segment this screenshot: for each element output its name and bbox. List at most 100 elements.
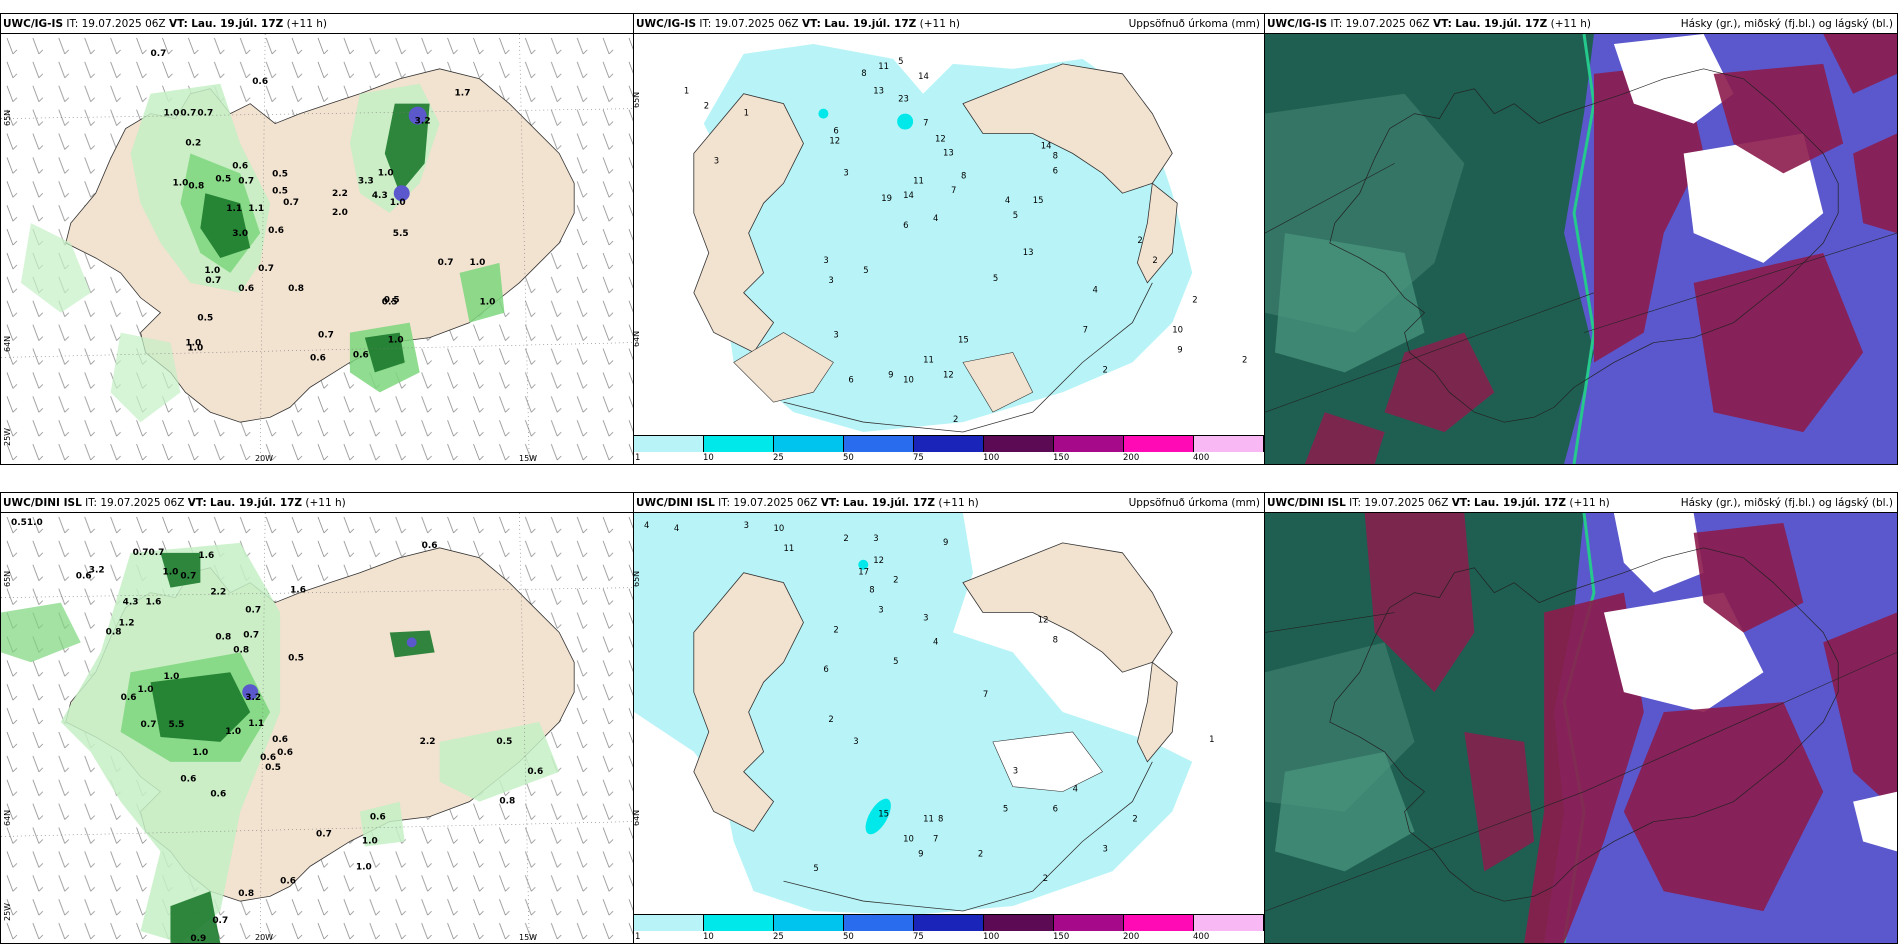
legend-tick: 150: [1053, 453, 1070, 463]
map-canvas: 0.5 1.0 0.7 0.7 1.6 0.6 3.2 1.0 0.6 0.7 …: [1, 513, 633, 943]
it-value: 19.07.2025 06Z: [100, 497, 185, 509]
value-label: 0.6: [272, 735, 288, 745]
legend-swatches: [634, 436, 1264, 452]
value-label: 0.7: [438, 258, 454, 268]
value-label: 2: [704, 101, 709, 111]
value-label: 0.5: [197, 314, 213, 324]
value-label: 7: [933, 833, 938, 843]
value-label: 0.6: [252, 77, 268, 87]
value-label: 1.0: [225, 727, 241, 737]
vt-value: Lau. 19.júl. 17Z: [210, 497, 303, 509]
value-label: 8: [1053, 634, 1058, 644]
value-label: 7: [923, 118, 928, 128]
value-label: 0.8: [233, 645, 249, 655]
value-label: 2: [978, 848, 983, 858]
value-label: 0.6: [210, 790, 226, 800]
panel-header: UWC/DINI ISL IT: 19.07.2025 06Z VT: Lau.…: [634, 493, 1264, 513]
legend-tick: 25: [773, 932, 784, 942]
legend-tick: 200: [1123, 932, 1140, 942]
value-label: 13: [873, 86, 884, 96]
value-label: 3.0: [232, 229, 248, 239]
value-label: 3: [828, 275, 833, 285]
accum-value-labels: 4 4 3 10 2 3 9 12 11 17 2 8 3 12 2 3 4 5…: [644, 520, 1215, 883]
vt-label: VT:: [1432, 18, 1452, 30]
legend-swatch: [844, 915, 914, 931]
value-label: 8: [869, 585, 874, 595]
value-label: 4: [933, 213, 938, 223]
value-label: 6: [1053, 165, 1058, 175]
value-label: 1.0: [388, 336, 404, 346]
axis-lat-64: 64N: [633, 330, 641, 347]
legend-swatch: [1124, 436, 1194, 452]
value-label: 3: [833, 329, 838, 339]
value-label: 3: [1013, 766, 1018, 776]
panel-title: Uppsöfnuð úrkoma (mm): [1128, 18, 1260, 30]
value-label: 6: [848, 374, 853, 384]
value-label: 2: [893, 575, 898, 585]
value-label: 1.0: [172, 178, 188, 188]
value-label: 1.0: [390, 198, 406, 208]
precip-value-labels: 0.5 1.0 0.7 0.7 1.6 0.6 3.2 1.0 0.6 0.7 …: [11, 518, 543, 943]
value-label: 4.3: [372, 191, 388, 201]
precip-wind-map[interactable]: 0.5 1.0 0.7 0.7 1.6 0.6 3.2 1.0 0.6 0.7 …: [1, 513, 633, 943]
value-label: 0.6: [238, 284, 254, 294]
legend-swatch: [774, 915, 844, 931]
value-label: 0.6: [121, 693, 137, 703]
value-label: 0.8: [238, 889, 254, 899]
value-label: 0.6: [277, 748, 293, 758]
value-label: 10: [903, 374, 914, 384]
vt-value: Lau. 19.júl. 17Z: [191, 18, 284, 30]
legend-swatch: [1054, 915, 1124, 931]
cloud-cover-map[interactable]: [1265, 513, 1897, 943]
value-label: 5: [1013, 210, 1018, 220]
value-label: 0.7: [243, 630, 259, 640]
value-label: 0.2: [185, 138, 201, 148]
accum-precip-map[interactable]: 4 4 3 10 2 3 9 12 11 17 2 8 3 12 2 3 4 5…: [634, 513, 1264, 915]
model-name: UWC/IG-IS: [3, 18, 64, 30]
legend-swatch: [704, 915, 774, 931]
legend-tick: 200: [1123, 453, 1140, 463]
value-label: 15: [1033, 195, 1044, 205]
axis-lat-65: 65N: [3, 570, 12, 587]
value-label: 0.7: [197, 109, 213, 119]
value-label: 1: [744, 108, 749, 118]
value-label: 4: [1073, 784, 1078, 794]
value-label: 2.2: [332, 189, 348, 199]
value-label: 1.0: [138, 685, 154, 695]
accum-precip-map[interactable]: 1 2 1 3 8 11 5 14 13 23 6 12 7 12 13 3 1…: [634, 34, 1264, 436]
value-label: 1.6: [198, 551, 214, 561]
axis-lon-15w: 15W: [519, 454, 538, 463]
precip-value-labels: 0.7 0.6 1.0 0.7 0.7 0.2 0.6 0.5 0.7 0.5 …: [151, 49, 496, 364]
value-label: 0.5: [272, 169, 288, 179]
value-label: 3: [744, 520, 749, 530]
it-label: IT:: [699, 18, 712, 30]
value-label: 10: [774, 523, 785, 533]
value-label: 1.6: [290, 586, 306, 596]
value-label: 5: [893, 656, 898, 666]
value-label: 3.3: [358, 176, 374, 186]
value-label: 9: [888, 369, 893, 379]
axis-lat-65: 65N: [633, 570, 641, 587]
value-label: 0.7: [133, 548, 149, 558]
value-label: 0.7: [149, 548, 165, 558]
legend-tick: 75: [913, 932, 924, 942]
cloud-cover-map[interactable]: [1265, 34, 1897, 464]
precip-wind-map[interactable]: 0.7 0.6 1.0 0.7 0.7 0.2 0.6 0.5 0.7 0.5 …: [1, 34, 633, 464]
lead-time: (+11 h): [286, 18, 327, 30]
panel-title: Uppsöfnuð úrkoma (mm): [1128, 497, 1260, 509]
it-value: 19.07.2025 06Z: [714, 18, 799, 30]
panel-header: UWC/IG-IS IT: 19.07.2025 06Z VT: Lau. 19…: [1, 14, 633, 34]
value-label: 12: [1038, 614, 1049, 624]
value-label: 0.8: [188, 181, 204, 191]
model-name: UWC/IG-IS: [636, 18, 697, 30]
value-label: 7: [983, 689, 988, 699]
axis-lon-25w: 25W: [3, 427, 12, 446]
model-name: UWC/DINI ISL: [3, 497, 82, 509]
legend-swatch: [1194, 915, 1264, 931]
value-label: 1: [684, 86, 689, 96]
value-label: 8: [961, 170, 966, 180]
value-label: 1.0: [470, 258, 486, 268]
value-label: 0.7: [205, 276, 221, 286]
value-label: 0.6: [370, 813, 386, 823]
value-label: 3.2: [415, 117, 431, 127]
